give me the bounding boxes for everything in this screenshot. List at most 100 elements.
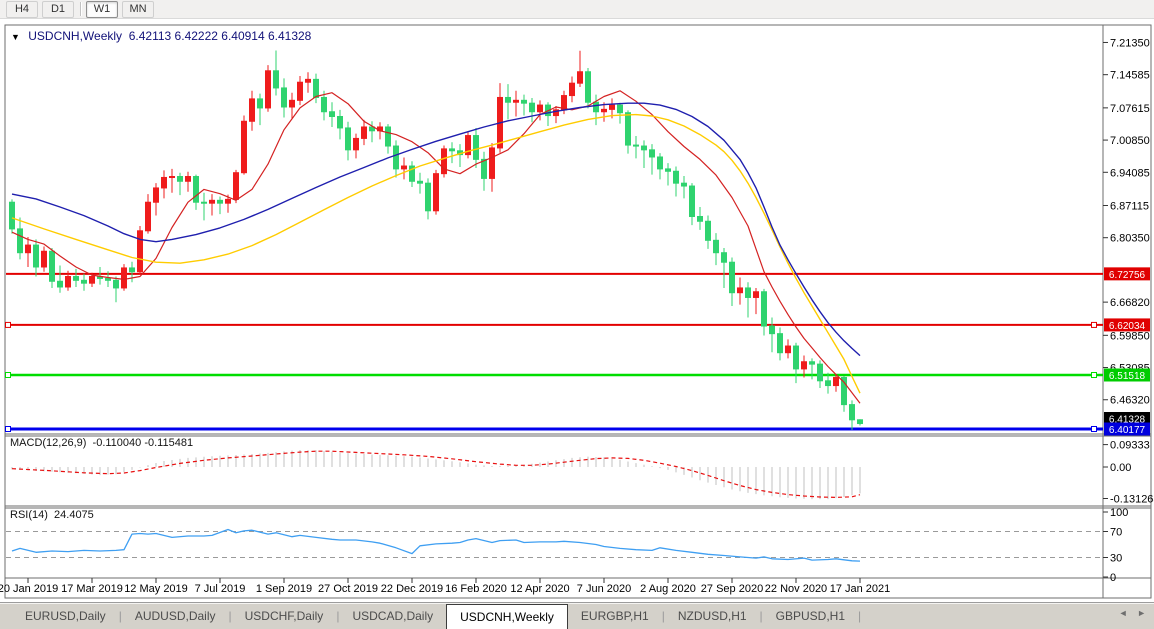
rsi-tick-label: 100	[1110, 507, 1128, 519]
chart-window: 7.21350 7.14585 7.07615 7.00850 6.94085 6.871…	[0, 24, 1154, 599]
candle-body	[401, 165, 407, 170]
date-label: 20 Jan 2019	[0, 583, 58, 595]
timeframe-button-w1[interactable]: W1	[86, 0, 118, 18]
candle-body	[521, 99, 527, 104]
tab-gbpusd-h1[interactable]: GBPUSD,H1	[775, 609, 846, 623]
price-tick-label: 6.59850	[1110, 330, 1150, 342]
price-badge-text: 6.41328	[1109, 415, 1146, 426]
candle-body	[761, 291, 767, 327]
tab-usdcnh-weekly[interactable]: USDCNH,Weekly	[446, 604, 568, 629]
price-tick-label: 6.94085	[1110, 167, 1150, 179]
candle-body	[537, 104, 543, 113]
date-label: 1 Sep 2019	[256, 583, 312, 595]
candle-body	[233, 172, 239, 200]
candle-body	[145, 201, 151, 232]
candle-body	[793, 345, 799, 370]
hline-handle-6.40177[interactable]	[1091, 426, 1097, 432]
hline-handle-6.51518[interactable]	[1091, 371, 1097, 378]
ma-fast-line	[11, 90, 861, 404]
candle-body	[137, 230, 143, 273]
candle-body	[105, 277, 111, 281]
tab-eurgbp-h1[interactable]: EURGBP,H1	[580, 609, 649, 623]
chart-dropdown-icon[interactable]: ▼	[11, 32, 20, 42]
timeframe-button-h4[interactable]: H4	[6, 0, 38, 18]
ma-slow-line	[11, 102, 861, 357]
candle-body	[25, 244, 31, 254]
candle-body	[313, 78, 319, 98]
candle-body	[121, 267, 127, 289]
tab-nzdusd-h1[interactable]: NZDUSD,H1	[677, 609, 747, 623]
candle-body	[809, 361, 815, 365]
candle-body	[281, 87, 287, 108]
candle-body	[657, 156, 663, 170]
candle-body	[241, 120, 247, 174]
candle-body	[617, 104, 623, 114]
macd-tick-label: -0.131263	[1110, 494, 1154, 506]
price-badge-text: 6.51518	[1109, 371, 1146, 382]
date-label: 27 Oct 2019	[318, 583, 378, 595]
hline-handle-6.40177[interactable]	[5, 426, 11, 432]
date-label: 16 Feb 2020	[445, 583, 507, 595]
tab-separator: |	[118, 609, 122, 623]
macd-values: -0.110040 -0.115481	[92, 437, 194, 449]
candle-body	[353, 137, 359, 151]
hline-handle-6.62034[interactable]	[5, 321, 11, 328]
candle-body	[665, 168, 671, 172]
price-badge-6.72756	[1104, 267, 1150, 281]
date-label: 27 Sep 2020	[701, 583, 763, 595]
tab-scroll-left-icon[interactable]: ◄	[1118, 608, 1128, 618]
tab-usdcad-daily[interactable]: USDCAD,Daily	[352, 609, 434, 623]
candle-body	[825, 380, 831, 387]
hline-handle-6.62034[interactable]	[1091, 321, 1097, 328]
candle-body	[705, 220, 711, 241]
macd-tick-label: 0.00	[1110, 462, 1131, 474]
candle-body	[729, 261, 735, 294]
tab-separator: |	[336, 609, 340, 623]
candle-body	[753, 291, 759, 298]
candle-body	[73, 276, 79, 281]
tab-usdchf-daily[interactable]: USDCHF,Daily	[244, 609, 324, 623]
macd-name: MACD(12,26,9)	[10, 437, 87, 449]
candle-body	[273, 70, 279, 89]
price-badge-6.62034	[1104, 318, 1150, 332]
candle-body	[249, 98, 255, 122]
price-tick-label: 7.00850	[1110, 135, 1150, 147]
timeframe-toolbar: H4 D1 W1 MN	[0, 0, 1154, 19]
candle-body	[593, 101, 599, 113]
candle-body	[9, 201, 15, 230]
ma-mid-line	[11, 113, 861, 394]
tab-scroll-arrows: ◄ ►	[1112, 608, 1146, 618]
candle-body	[57, 280, 63, 288]
date-label: 7 Jun 2020	[577, 583, 631, 595]
candle-body	[17, 228, 23, 254]
candle-body	[337, 116, 343, 129]
candle-body	[425, 182, 431, 212]
candle-body	[321, 96, 327, 113]
candle-body	[305, 78, 311, 83]
candle-body	[161, 176, 167, 189]
candle-body	[361, 126, 367, 139]
price-badge-text: 6.72756	[1109, 270, 1146, 281]
timeframe-button-mn[interactable]: MN	[122, 0, 154, 18]
candle-body	[473, 135, 479, 160]
tab-eurusd-daily[interactable]: EURUSD,Daily	[25, 609, 106, 623]
candle-body	[385, 126, 391, 147]
candle-body	[513, 99, 519, 103]
candle-body	[697, 216, 703, 222]
rsi-tick-label: 70	[1110, 527, 1122, 539]
candle-body	[601, 108, 607, 113]
timeframe-button-d1[interactable]: D1	[42, 0, 74, 18]
candle-body	[65, 276, 71, 288]
candle-body	[209, 199, 215, 204]
rsi-tick-label: 0	[1110, 572, 1116, 584]
candle-body	[369, 126, 375, 132]
candle-body	[745, 287, 751, 298]
hline-handle-6.51518[interactable]	[5, 371, 11, 378]
tab-audusd-daily[interactable]: AUDUSD,Daily	[134, 609, 216, 623]
tab-scroll-right-icon[interactable]: ►	[1137, 608, 1146, 618]
toolbar-separator	[80, 2, 82, 16]
candle-body	[817, 363, 823, 382]
candle-body	[169, 176, 175, 179]
candle-body	[609, 104, 615, 110]
candle-body	[345, 127, 351, 151]
